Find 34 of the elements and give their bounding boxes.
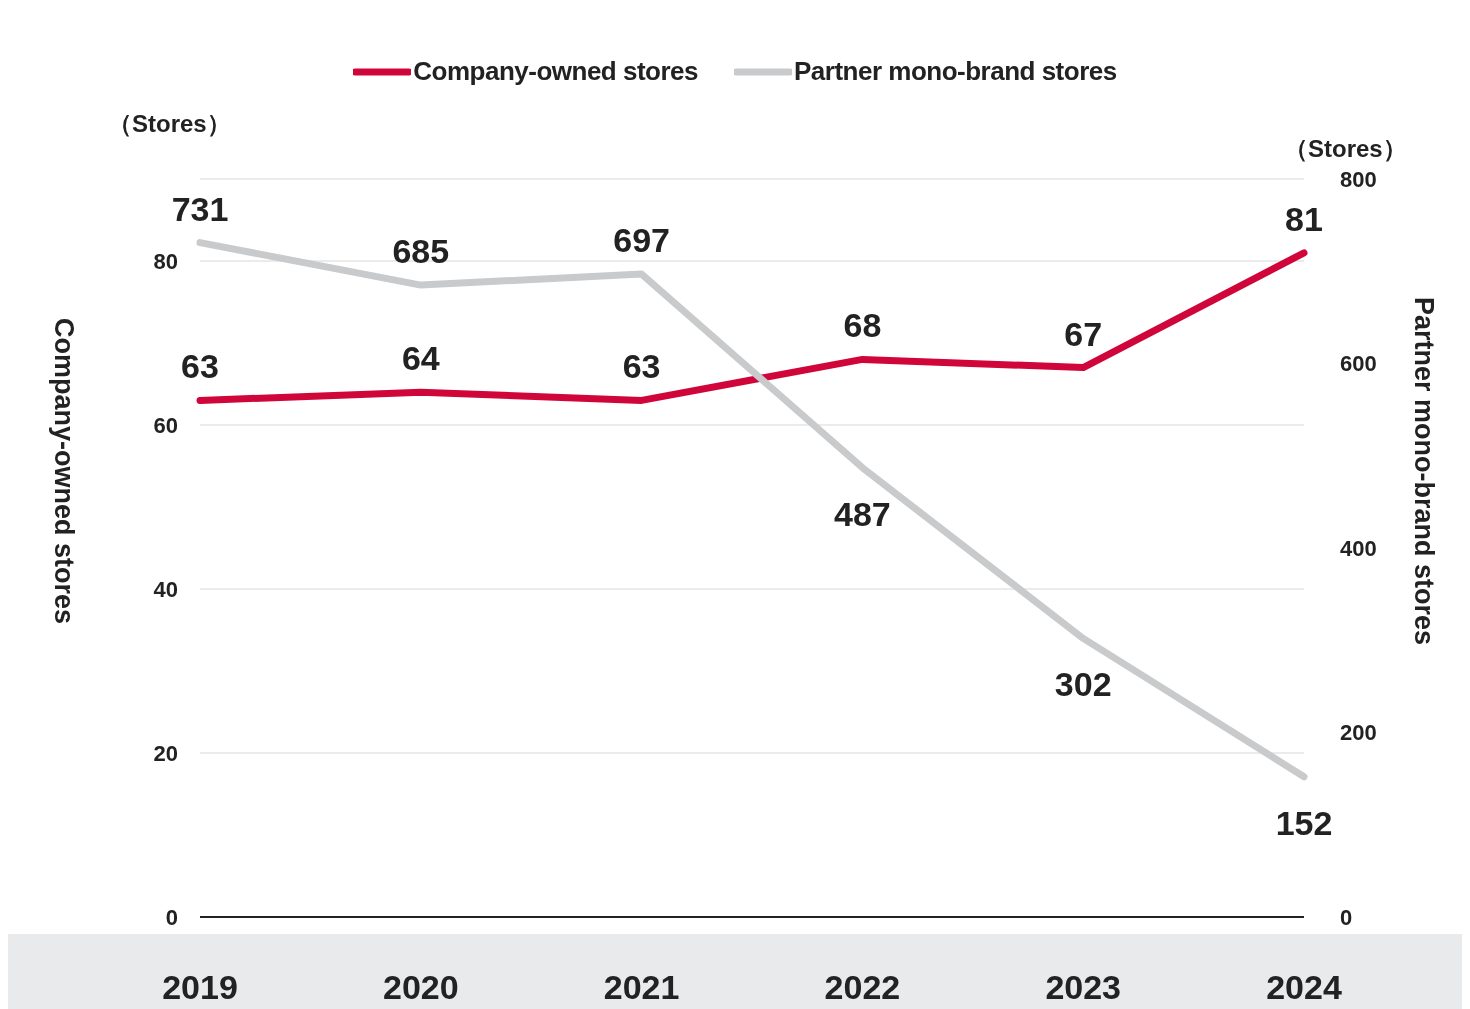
x-tick-label: 2024 — [1266, 968, 1342, 1007]
x-tick-label: 2021 — [603, 968, 680, 1007]
y-tick-label: 80 — [153, 248, 178, 274]
data-label: 63 — [181, 347, 219, 386]
data-label: 81 — [1285, 199, 1323, 238]
y-tick-label: 40 — [153, 576, 178, 602]
y2-axis-title: Partner mono-brand stores — [1408, 295, 1440, 648]
y2-tick-label: 800 — [1340, 166, 1377, 192]
text: （Stores） — [1284, 134, 1407, 164]
legend-label: Partner mono-brand stores — [794, 56, 1117, 87]
data-label: 731 — [171, 189, 229, 228]
data-label: 487 — [834, 494, 891, 533]
y2-tick-label: 200 — [1340, 720, 1377, 746]
y2-tick-label: 600 — [1340, 351, 1377, 377]
data-label: 64 — [401, 339, 440, 378]
y-tick-label: 20 — [153, 740, 178, 766]
data-label: 63 — [622, 347, 661, 386]
data-label: 67 — [1064, 314, 1103, 353]
y2-tick-label: 0 — [1340, 904, 1353, 930]
x-tick-label: 2023 — [1045, 968, 1122, 1007]
y-tick-label: 60 — [153, 412, 178, 438]
data-label: 152 — [1275, 803, 1333, 842]
data-label: 697 — [613, 221, 670, 260]
legend-label: Company-owned stores — [413, 56, 699, 87]
x-tick-label: 2020 — [382, 968, 459, 1007]
y2-tick-label: 400 — [1340, 535, 1377, 561]
data-label: 302 — [1054, 665, 1112, 704]
data-label: 685 — [392, 232, 450, 271]
x-tick-label: 2022 — [824, 968, 901, 1007]
data-label: 68 — [843, 306, 882, 345]
y-tick-label: 0 — [165, 904, 178, 930]
x-tick-label: 2019 — [162, 968, 238, 1007]
y-axis-title: Company-owned stores — [48, 316, 80, 626]
text: （Stores） — [108, 109, 231, 139]
